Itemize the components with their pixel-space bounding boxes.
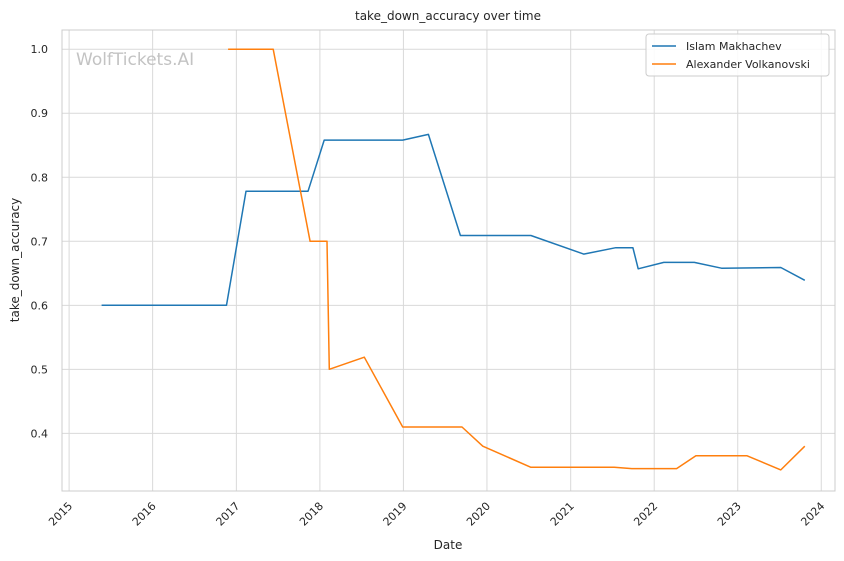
- x-axis-label: Date: [434, 538, 463, 552]
- x-tick-label: 2016: [130, 500, 159, 529]
- grid-lines: [62, 30, 835, 491]
- series-line-alexander-volkanovski: [228, 48, 806, 471]
- y-axis-label: take_down_accuracy: [8, 198, 22, 322]
- y-tick-label: 0.6: [31, 299, 49, 312]
- y-tick-label: 1.0: [31, 43, 49, 56]
- x-tick-label: 2019: [381, 500, 410, 529]
- legend-box: [645, 33, 830, 77]
- legend: Islam Makhachev Alexander Volkanovski: [645, 33, 830, 77]
- legend-label: Islam Makhachev: [686, 40, 782, 53]
- y-tick-label: 0.7: [31, 235, 49, 248]
- plot-frame: [61, 29, 836, 492]
- x-tick-label: 2018: [297, 500, 326, 529]
- legend-label: Alexander Volkanovski: [686, 58, 810, 71]
- y-tick-label: 0.5: [31, 363, 49, 376]
- chart-title: take_down_accuracy over time: [355, 9, 541, 23]
- series-layer: [101, 48, 806, 471]
- x-tick-label: 2015: [46, 500, 75, 529]
- x-axis-ticks: 2015 2016 2017 2018 2019 2020 2021 2022 2023 2024: [46, 500, 827, 529]
- x-tick-label: 2023: [715, 500, 744, 529]
- x-tick-label: 2020: [464, 500, 493, 529]
- x-tick-label: 2024: [798, 500, 827, 529]
- y-tick-label: 0.9: [31, 107, 49, 120]
- x-tick-label: 2021: [548, 500, 577, 529]
- y-axis-ticks: 0.4 0.5 0.6 0.7 0.8 0.9 1.0: [31, 43, 49, 440]
- x-tick-label: 2022: [631, 500, 660, 529]
- series-line-islam-makhachev: [101, 133, 806, 307]
- x-tick-label: 2017: [214, 500, 243, 529]
- y-tick-label: 0.4: [31, 427, 49, 440]
- y-tick-label: 0.8: [31, 171, 49, 184]
- watermark: WolfTickets.AI: [76, 50, 194, 70]
